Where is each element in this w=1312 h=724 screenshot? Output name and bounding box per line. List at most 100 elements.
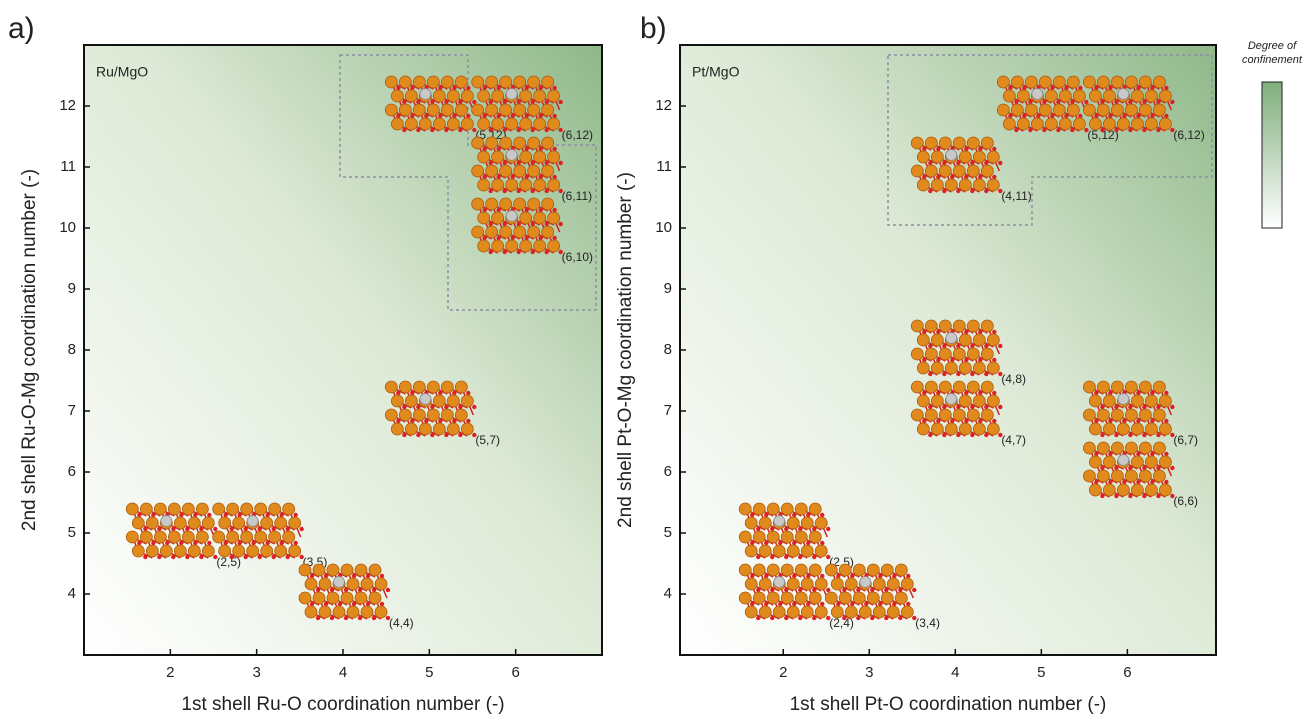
point-label: (3,4) (915, 616, 940, 630)
atom (187, 544, 201, 558)
atom (945, 393, 958, 405)
cluster (996, 75, 1089, 133)
atom (444, 127, 449, 133)
atom (477, 239, 491, 253)
atom (794, 591, 808, 605)
atom (950, 418, 955, 424)
atom (499, 75, 513, 89)
atom (285, 526, 290, 532)
cluster (384, 380, 477, 438)
atom (1056, 99, 1061, 105)
atom (499, 164, 513, 178)
atom (1138, 75, 1152, 89)
atom (1038, 103, 1052, 117)
atom (232, 516, 246, 530)
atom (416, 99, 421, 105)
atom (1096, 441, 1110, 455)
atom (1096, 103, 1110, 117)
atom (452, 390, 457, 396)
atom (1050, 113, 1055, 119)
atom (1138, 441, 1152, 455)
atom (519, 178, 533, 192)
atom (195, 502, 209, 516)
atom (524, 146, 529, 152)
atom (218, 544, 232, 558)
atom (1150, 451, 1155, 457)
atom (922, 146, 927, 152)
atom (212, 502, 226, 516)
atom (942, 343, 947, 349)
atom (938, 380, 952, 394)
point-label: (4,7) (1001, 433, 1026, 447)
atom (315, 587, 321, 593)
atom (385, 587, 391, 593)
atom (482, 207, 487, 213)
atom (432, 117, 446, 131)
atom (1128, 99, 1133, 105)
atom (1088, 89, 1102, 103)
atom (986, 394, 1000, 408)
atom (491, 117, 505, 131)
atom (505, 239, 519, 253)
atom (992, 390, 997, 396)
atom (1094, 113, 1099, 119)
atom (485, 136, 499, 150)
atom (440, 75, 454, 89)
atom (924, 347, 938, 361)
atom (970, 404, 975, 410)
atom (390, 117, 404, 131)
atom (998, 432, 1003, 438)
atom (513, 75, 527, 89)
x-tick-label: 4 (339, 664, 347, 681)
y-tick-label: 4 (664, 585, 672, 602)
atom (1164, 479, 1169, 485)
atom (952, 380, 966, 394)
atom (1130, 455, 1144, 469)
atom (471, 197, 485, 211)
atom (496, 85, 501, 91)
atom (318, 577, 332, 591)
atom (193, 540, 198, 546)
atom (1016, 89, 1030, 103)
atom (416, 127, 421, 133)
atom (792, 540, 797, 546)
atom (1114, 493, 1119, 499)
atom (385, 615, 391, 621)
atom (426, 380, 440, 394)
atom (800, 605, 814, 619)
atom (444, 99, 449, 105)
atom (471, 103, 485, 117)
atom (842, 615, 847, 621)
atom (368, 591, 382, 605)
atom (806, 512, 811, 518)
atom (1082, 380, 1096, 394)
atom (446, 117, 460, 131)
cluster (910, 380, 1003, 438)
atom (806, 573, 811, 579)
atom (505, 178, 519, 192)
atom (323, 601, 329, 607)
atom (151, 512, 156, 518)
atom (410, 85, 415, 91)
point-label: (6,11) (562, 189, 592, 203)
atom (792, 573, 797, 579)
atom (527, 164, 541, 178)
atom (246, 515, 259, 527)
atom (944, 178, 958, 192)
atom (844, 605, 858, 619)
atom (432, 394, 446, 408)
y-tick-label: 7 (68, 402, 76, 419)
atom (519, 239, 533, 253)
atom (978, 146, 983, 152)
atom (1164, 390, 1169, 396)
atom (1124, 380, 1138, 394)
atom (1128, 127, 1133, 133)
atom (778, 540, 783, 546)
atom (924, 408, 938, 422)
atom (872, 605, 886, 619)
atom (980, 319, 994, 333)
atom (784, 526, 789, 532)
atom (499, 197, 513, 211)
atom (1156, 465, 1161, 471)
atom (354, 591, 368, 605)
